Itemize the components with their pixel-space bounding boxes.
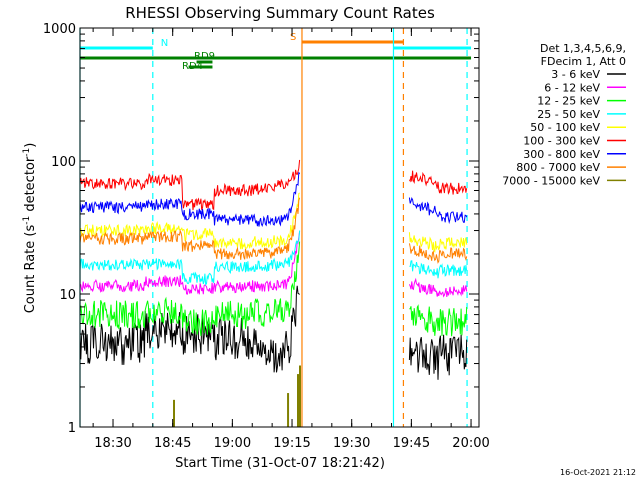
series-line bbox=[408, 243, 468, 264]
series-layer bbox=[79, 159, 468, 428]
legend-label: 3 - 6 keV bbox=[551, 68, 600, 81]
legend-header-line-2: FDecim 1, Att 0 bbox=[541, 55, 626, 68]
series-300-800kev bbox=[79, 172, 468, 228]
y-tick-label: 1 bbox=[68, 421, 76, 436]
x-tick-label: 18:45 bbox=[154, 436, 191, 451]
series-line bbox=[409, 304, 468, 337]
flag-label: RD9 bbox=[194, 51, 215, 62]
series-line bbox=[408, 170, 468, 195]
y-axis-label-sup-1: -1 bbox=[22, 216, 32, 225]
y-axis-label: Count Rate (s-1 detector-1) bbox=[22, 143, 38, 314]
y-tick-label: 100 bbox=[51, 155, 76, 170]
x-tick-label: 19:45 bbox=[393, 436, 430, 451]
legend-label: 50 - 100 keV bbox=[530, 121, 600, 134]
series-line bbox=[79, 231, 301, 295]
series-800-7000kev bbox=[79, 197, 468, 264]
x-tick-label: 19:15 bbox=[273, 436, 310, 451]
series-line bbox=[79, 230, 301, 286]
series-25-50kev bbox=[79, 230, 468, 286]
series-line bbox=[79, 285, 300, 373]
chart-title: RHESSI Observing Summary Count Rates bbox=[125, 4, 435, 22]
series-line bbox=[408, 277, 468, 298]
legend-label: 7000 - 15000 keV bbox=[502, 174, 600, 187]
footer-date: 16-Oct-2021 21:12 bbox=[560, 468, 636, 477]
y-axis-label-part-2: detector bbox=[23, 156, 38, 216]
series-6-12kev bbox=[79, 231, 468, 298]
flag-label: S bbox=[290, 32, 296, 43]
legend-label: 100 - 300 keV bbox=[523, 135, 600, 148]
series-line bbox=[408, 196, 468, 225]
legend-label: 25 - 50 keV bbox=[537, 108, 600, 121]
series-7000-15000-kev bbox=[80, 365, 468, 428]
x-tick-label: 19:30 bbox=[333, 436, 370, 451]
series-line bbox=[79, 159, 301, 211]
legend: Det 1,3,4,5,6,9, FDecim 1, Att 0 3 - 6 k… bbox=[502, 42, 626, 187]
plot-frame bbox=[79, 27, 480, 428]
y-axis-label-part-3: ) bbox=[23, 143, 38, 148]
x-tick-label: 18:30 bbox=[94, 436, 131, 451]
flag-label: N bbox=[161, 38, 168, 49]
x-tick-label: 20:00 bbox=[452, 436, 489, 451]
series-100-300kev bbox=[79, 159, 468, 211]
y-tick-label: 1000 bbox=[43, 22, 76, 37]
x-axis-label: Start Time (31-Oct-07 18:21:42) bbox=[175, 456, 385, 471]
legend-label: 12 - 25 keV bbox=[537, 95, 600, 108]
y-axis-label-part-1: Count Rate (s bbox=[23, 225, 38, 314]
legend-header-line-1: Det 1,3,4,5,6,9, bbox=[540, 42, 626, 55]
series-50-100kev bbox=[79, 192, 468, 253]
series-line bbox=[408, 232, 468, 253]
series-line bbox=[409, 260, 468, 279]
axes-layer: 18:30 18:45 19:00 19:15 19:30 19:45 20:00 1 10 10… bbox=[43, 22, 490, 451]
series-12-25kev bbox=[79, 241, 468, 337]
series-line bbox=[79, 192, 300, 250]
y-axis-label-sup-2: -1 bbox=[22, 148, 32, 157]
y-tick-label: 10 bbox=[59, 288, 76, 303]
x-tick-label: 19:00 bbox=[214, 436, 251, 451]
legend-label: 300 - 800 keV bbox=[523, 148, 600, 161]
legend-label: 800 - 7000 keV bbox=[516, 161, 600, 174]
series-line bbox=[408, 334, 468, 380]
series-line bbox=[79, 172, 301, 228]
series-line bbox=[79, 197, 301, 260]
series-3-6kev bbox=[79, 285, 468, 380]
flag-label: RD4 bbox=[182, 61, 203, 72]
series-line bbox=[79, 241, 301, 337]
legend-label: 6 - 12 keV bbox=[544, 81, 600, 94]
